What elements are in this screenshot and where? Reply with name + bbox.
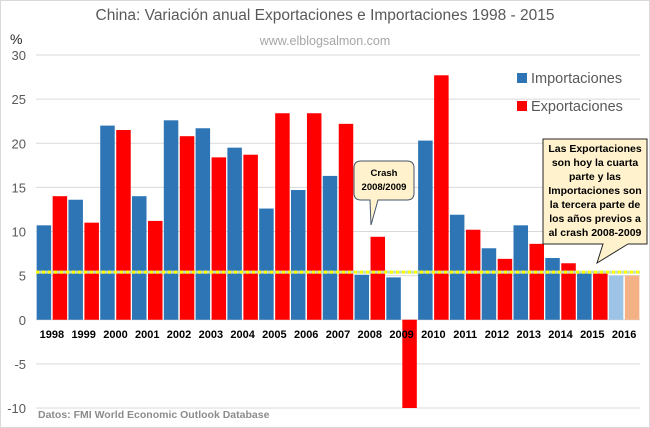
annotations: Crash 2008/2009 Las Exportaciones son hoy l… [353, 138, 648, 265]
bar-exportaciones-2005 [275, 113, 290, 320]
chart-title: China: Variación anual Exportaciones e I… [95, 7, 555, 24]
bar-importaciones-2007 [322, 175, 338, 320]
legend-swatch-exportaciones [517, 101, 527, 111]
y-axis-unit-label: % [10, 31, 23, 47]
gridlines [36, 54, 640, 409]
callout-summary-box [542, 138, 648, 265]
bar-importaciones-2000 [100, 125, 115, 320]
x-tick-label: 1998 [40, 329, 64, 341]
y-tick-label: 5 [19, 269, 26, 284]
bar-exportaciones-2013 [529, 243, 544, 320]
x-axis-ticks: 1998 1999 2000 2001 2002 2003 2004 2005 2006 2007… [40, 329, 637, 341]
legend-label-exportaciones: Exportaciones [531, 99, 623, 115]
x-tick-label: 1999 [71, 329, 95, 341]
x-tick-label: 2005 [262, 329, 286, 341]
bar-exportaciones-2001 [148, 220, 163, 320]
x-tick-label: 2001 [135, 329, 159, 341]
bar-importaciones-2009 [386, 277, 401, 320]
bar-importaciones-2006 [290, 190, 306, 320]
bar-exportaciones-2010 [434, 75, 449, 320]
x-tick-label: 2015 [580, 329, 604, 341]
x-tick-label: 2003 [199, 329, 223, 341]
bar-exportaciones-2000 [116, 130, 131, 320]
callout-summary-text: parte y las [569, 171, 621, 183]
x-tick-label: 2002 [167, 329, 191, 341]
y-axis-ticks: 30 25 20 15 10 5 0 -5 -10 [7, 48, 26, 416]
bar-exportaciones-2012 [497, 258, 513, 320]
y-tick-label: -10 [7, 401, 26, 416]
bar-exportaciones-2006 [306, 113, 322, 320]
y-tick-label: 0 [19, 313, 26, 328]
bar-importaciones-2005 [259, 208, 274, 320]
legend-label-importaciones: Importaciones [531, 71, 622, 87]
source-note: Datos: FMI World Economic Outlook Databa… [38, 409, 270, 421]
bar-importaciones-2012 [481, 248, 497, 320]
x-tick-label: 2016 [612, 329, 636, 341]
y-tick-label: 10 [12, 225, 26, 240]
bar-importaciones-2010 [418, 140, 433, 320]
y-tick-label: 30 [12, 48, 26, 63]
bar-exportaciones-2014 [561, 263, 576, 320]
callout-crash-text: Crash [371, 168, 398, 179]
bar-exportaciones-1998 [52, 196, 68, 320]
x-tick-label: 2007 [326, 329, 350, 341]
x-tick-label: 2014 [548, 329, 573, 341]
bar-importaciones-2002 [163, 120, 179, 320]
bar-exportaciones-2015 [593, 272, 608, 320]
bar-exportaciones-2003 [211, 157, 227, 320]
x-tick-label: 2000 [103, 329, 127, 341]
y-tick-label: -5 [14, 357, 26, 372]
callout-summary-text: Las Exportaciones [548, 143, 642, 155]
bar-importaciones-2015 [577, 272, 592, 320]
callout-summary-text: son hoy la cuarta [552, 157, 639, 169]
bar-importaciones-2014 [545, 257, 560, 320]
x-tick-label: 2009 [389, 329, 413, 341]
bar-exportaciones-2009 [402, 319, 417, 408]
bar-importaciones-2011 [449, 214, 465, 320]
bar-exportaciones-2007 [338, 123, 354, 320]
x-tick-label: 2010 [421, 329, 445, 341]
y-tick-label: 20 [12, 136, 26, 151]
callout-summary-text: los años previos a [549, 213, 641, 225]
x-tick-label: 2004 [230, 329, 255, 341]
bar-importaciones-2003 [195, 128, 211, 320]
bar-exportaciones-2011 [465, 229, 481, 320]
bar-importaciones-2016 [608, 275, 624, 320]
callout-summary-text: Importaciones son [548, 185, 641, 197]
callout-crash-box [353, 160, 415, 226]
x-tick-label: 2011 [453, 329, 477, 341]
callout-crash-text: 2008/2009 [362, 182, 407, 193]
x-tick-label: 2006 [294, 329, 318, 341]
x-tick-label: 2013 [516, 329, 540, 341]
bar-importaciones-2008 [354, 274, 370, 320]
x-tick-label: 2012 [485, 329, 509, 341]
bar-exportaciones-2004 [243, 154, 258, 320]
y-tick-label: 15 [12, 180, 26, 195]
bar-importaciones-1999 [68, 199, 83, 320]
bar-importaciones-2001 [132, 196, 147, 320]
callout-summary-text: la tercera parte de [550, 199, 641, 211]
chart-subtitle: www.elblogsalmon.com [259, 34, 391, 48]
bar-importaciones-2004 [227, 147, 242, 320]
callout-summary-text: al crash 2008-2009 [549, 227, 642, 239]
legend: Importaciones Exportaciones [517, 71, 623, 115]
y-tick-label: 25 [12, 92, 26, 107]
x-tick-label: 2008 [358, 329, 382, 341]
bar-exportaciones-2016 [624, 275, 640, 320]
legend-swatch-importaciones [517, 73, 527, 83]
bar-exportaciones-2002 [179, 136, 195, 320]
bar-exportaciones-2008 [370, 236, 386, 320]
